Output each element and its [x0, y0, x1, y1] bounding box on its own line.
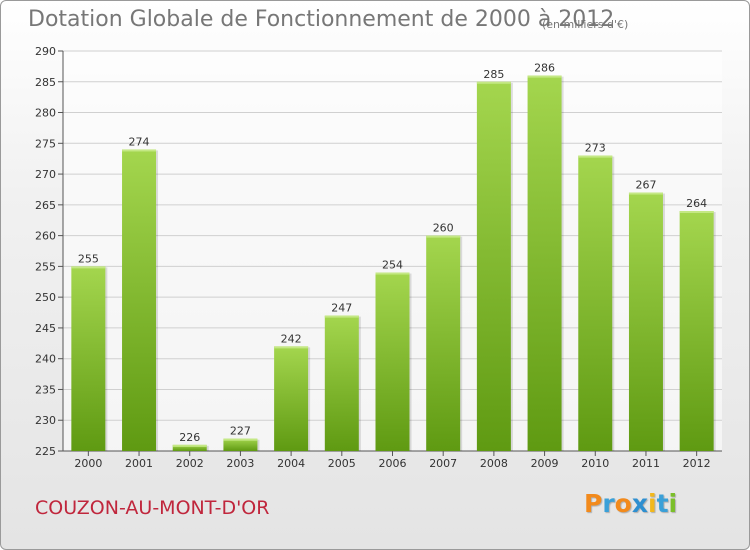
value-label-2004: 242 [281, 332, 302, 345]
bar-2005 [324, 315, 359, 451]
value-label-2005: 247 [331, 302, 352, 315]
bar-2006 [375, 272, 410, 451]
bar-highlight [426, 235, 461, 238]
bar-highlight [274, 346, 309, 349]
bar-highlight [527, 75, 562, 78]
value-label-2009: 286 [534, 62, 555, 75]
bar-highlight [628, 192, 663, 195]
x-tick-label-2003: 2003 [226, 457, 254, 470]
value-label-2002: 226 [179, 431, 200, 444]
y-tick-label: 270 [35, 168, 56, 181]
y-tick-label: 235 [35, 383, 56, 396]
bar-highlight [679, 211, 714, 213]
bar-2012 [679, 211, 714, 451]
y-tick-label: 225 [35, 445, 56, 458]
bar-highlight [476, 81, 511, 84]
commune-name: COUZON-AU-MONT-D'OR [35, 497, 270, 519]
y-tick-label: 285 [35, 76, 56, 89]
x-tick-labels: 2000 2001 2002 2003 2004 2005 2006 2007 2008 2009… [74, 457, 710, 470]
value-label-2007: 260 [433, 222, 454, 235]
bar-highlight [324, 315, 359, 318]
bar-highlight [122, 149, 157, 152]
value-label-2006: 254 [382, 259, 403, 272]
logo-letter: P [584, 489, 603, 518]
x-tick-label-2009: 2009 [531, 457, 559, 470]
bar-highlight [71, 266, 106, 269]
x-tick-label-2012: 2012 [683, 457, 711, 470]
chart-title: Dotation Globale de Fonctionnement de 20… [28, 7, 615, 32]
bar-2008 [476, 81, 511, 452]
logo-letter: r [602, 489, 615, 518]
value-label-2003: 227 [230, 425, 251, 438]
bar-highlight [375, 272, 410, 275]
value-label-2010: 273 [585, 142, 606, 155]
x-tick-label-2004: 2004 [277, 457, 305, 470]
logo-letter: i [668, 489, 678, 518]
logo-letter: o [614, 489, 632, 518]
bars [71, 75, 716, 452]
y-tick-label: 230 [35, 414, 56, 427]
bar-2010 [578, 155, 613, 451]
x-tick-label-2011: 2011 [632, 457, 660, 470]
x-tick-label-2010: 2010 [581, 457, 609, 470]
x-tick-label-2006: 2006 [379, 457, 407, 470]
bar-2011 [628, 192, 663, 452]
y-tick-label: 280 [35, 107, 56, 120]
bar-highlight [172, 444, 207, 447]
x-tick-label-2008: 2008 [480, 457, 508, 470]
value-label-2008: 285 [483, 68, 504, 81]
bar-2003 [223, 438, 258, 451]
y-tick-label: 260 [35, 230, 56, 243]
bar-2002 [172, 444, 207, 451]
value-label-2000: 255 [78, 252, 99, 265]
value-label-2012: 264 [686, 197, 707, 210]
y-tick-label: 275 [35, 137, 56, 150]
bar-2000 [71, 266, 106, 451]
y-tick-label: 265 [35, 199, 56, 212]
bar-2009 [527, 75, 562, 451]
logo-letter: i [648, 489, 657, 518]
y-tick-label: 290 [35, 45, 56, 58]
x-tick-label-2007: 2007 [429, 457, 457, 470]
y-tick-label: 240 [35, 353, 56, 366]
x-tick-label-2002: 2002 [176, 457, 204, 470]
y-tick-label: 255 [35, 260, 56, 273]
value-labels: 255 274 226 227 242 247 254 260 285 286 273 267 264 [78, 62, 707, 444]
x-tick-label-2001: 2001 [125, 457, 153, 470]
bar-highlight [223, 438, 258, 441]
value-label-2011: 267 [635, 179, 656, 192]
logo-letter: x [631, 489, 648, 518]
logo-letter: t [656, 489, 669, 518]
x-tick-label-2000: 2000 [74, 457, 102, 470]
bar-highlight [578, 155, 613, 158]
bar-2007 [426, 235, 461, 451]
y-tick-label: 250 [35, 291, 56, 304]
chart-subtitle: (en milliers d'€) [542, 18, 629, 31]
x-tick-label-2005: 2005 [328, 457, 356, 470]
y-tick-labels: 225 230 235 240 245 250 255 260 265 270 275 280 285 2… [35, 45, 56, 458]
value-label-2001: 274 [129, 135, 150, 148]
bar-2001 [122, 149, 157, 451]
y-tick-label: 245 [35, 322, 56, 335]
bar-2004 [274, 346, 309, 451]
proxiti-logo: Proxiti [584, 489, 677, 518]
